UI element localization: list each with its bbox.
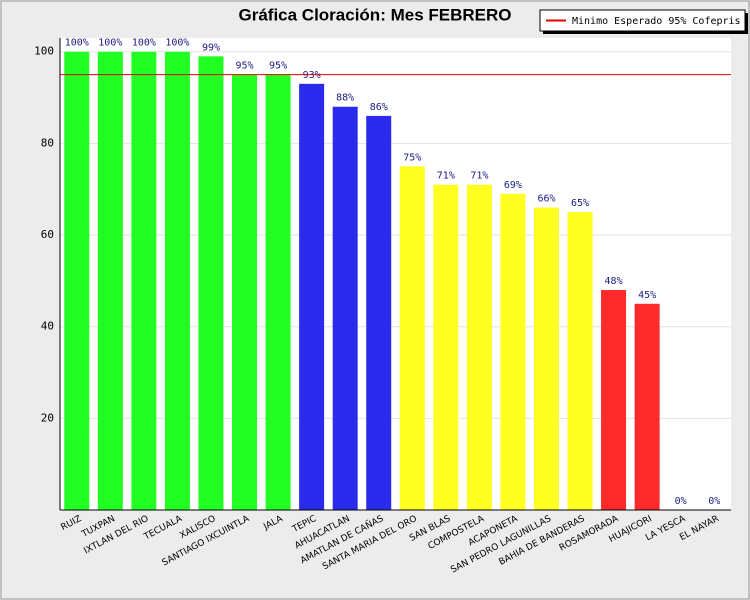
value-label: 95% bbox=[235, 61, 253, 72]
value-label: 100% bbox=[65, 38, 89, 49]
bar bbox=[64, 51, 90, 511]
value-label: 71% bbox=[470, 171, 488, 182]
value-label: 93% bbox=[303, 70, 321, 81]
y-tick-label: 20 bbox=[41, 411, 54, 424]
bar bbox=[500, 193, 526, 510]
bar bbox=[332, 106, 358, 511]
bar bbox=[299, 83, 325, 510]
value-label: 88% bbox=[336, 93, 354, 104]
plot-area bbox=[60, 38, 731, 510]
value-label: 45% bbox=[638, 290, 656, 301]
bar bbox=[97, 51, 123, 511]
bar bbox=[399, 166, 425, 511]
value-label: 65% bbox=[571, 198, 589, 209]
y-tick-label: 40 bbox=[41, 320, 54, 333]
bar bbox=[131, 51, 157, 511]
y-tick-label: 100 bbox=[34, 45, 54, 58]
legend-box bbox=[539, 9, 746, 32]
y-tick-label: 80 bbox=[41, 136, 54, 149]
value-label: 0% bbox=[675, 496, 687, 507]
bar bbox=[198, 56, 224, 510]
bar bbox=[466, 184, 492, 510]
value-label: 66% bbox=[537, 194, 555, 205]
bar bbox=[164, 51, 190, 511]
bar bbox=[433, 184, 459, 510]
value-label: 86% bbox=[370, 102, 388, 113]
value-label: 0% bbox=[708, 496, 720, 507]
value-label: 100% bbox=[165, 38, 189, 49]
value-label: 95% bbox=[269, 61, 287, 72]
value-label: 75% bbox=[403, 152, 421, 163]
value-label: 100% bbox=[132, 38, 156, 49]
bar bbox=[366, 115, 392, 510]
bar bbox=[265, 74, 291, 511]
value-label: 71% bbox=[437, 171, 455, 182]
bar bbox=[533, 207, 559, 510]
y-tick-label: 60 bbox=[41, 228, 54, 241]
bar bbox=[567, 212, 593, 510]
bar bbox=[634, 303, 660, 510]
value-label: 99% bbox=[202, 42, 220, 53]
value-label: 100% bbox=[98, 38, 122, 49]
bar bbox=[232, 74, 258, 511]
chart-title: Gráfica Cloración: Mes FEBRERO bbox=[238, 5, 511, 24]
value-label: 48% bbox=[605, 276, 623, 287]
bar bbox=[601, 290, 627, 510]
value-label: 69% bbox=[504, 180, 522, 191]
legend-label: Minimo Esperado 95% Cofepris bbox=[572, 16, 741, 27]
